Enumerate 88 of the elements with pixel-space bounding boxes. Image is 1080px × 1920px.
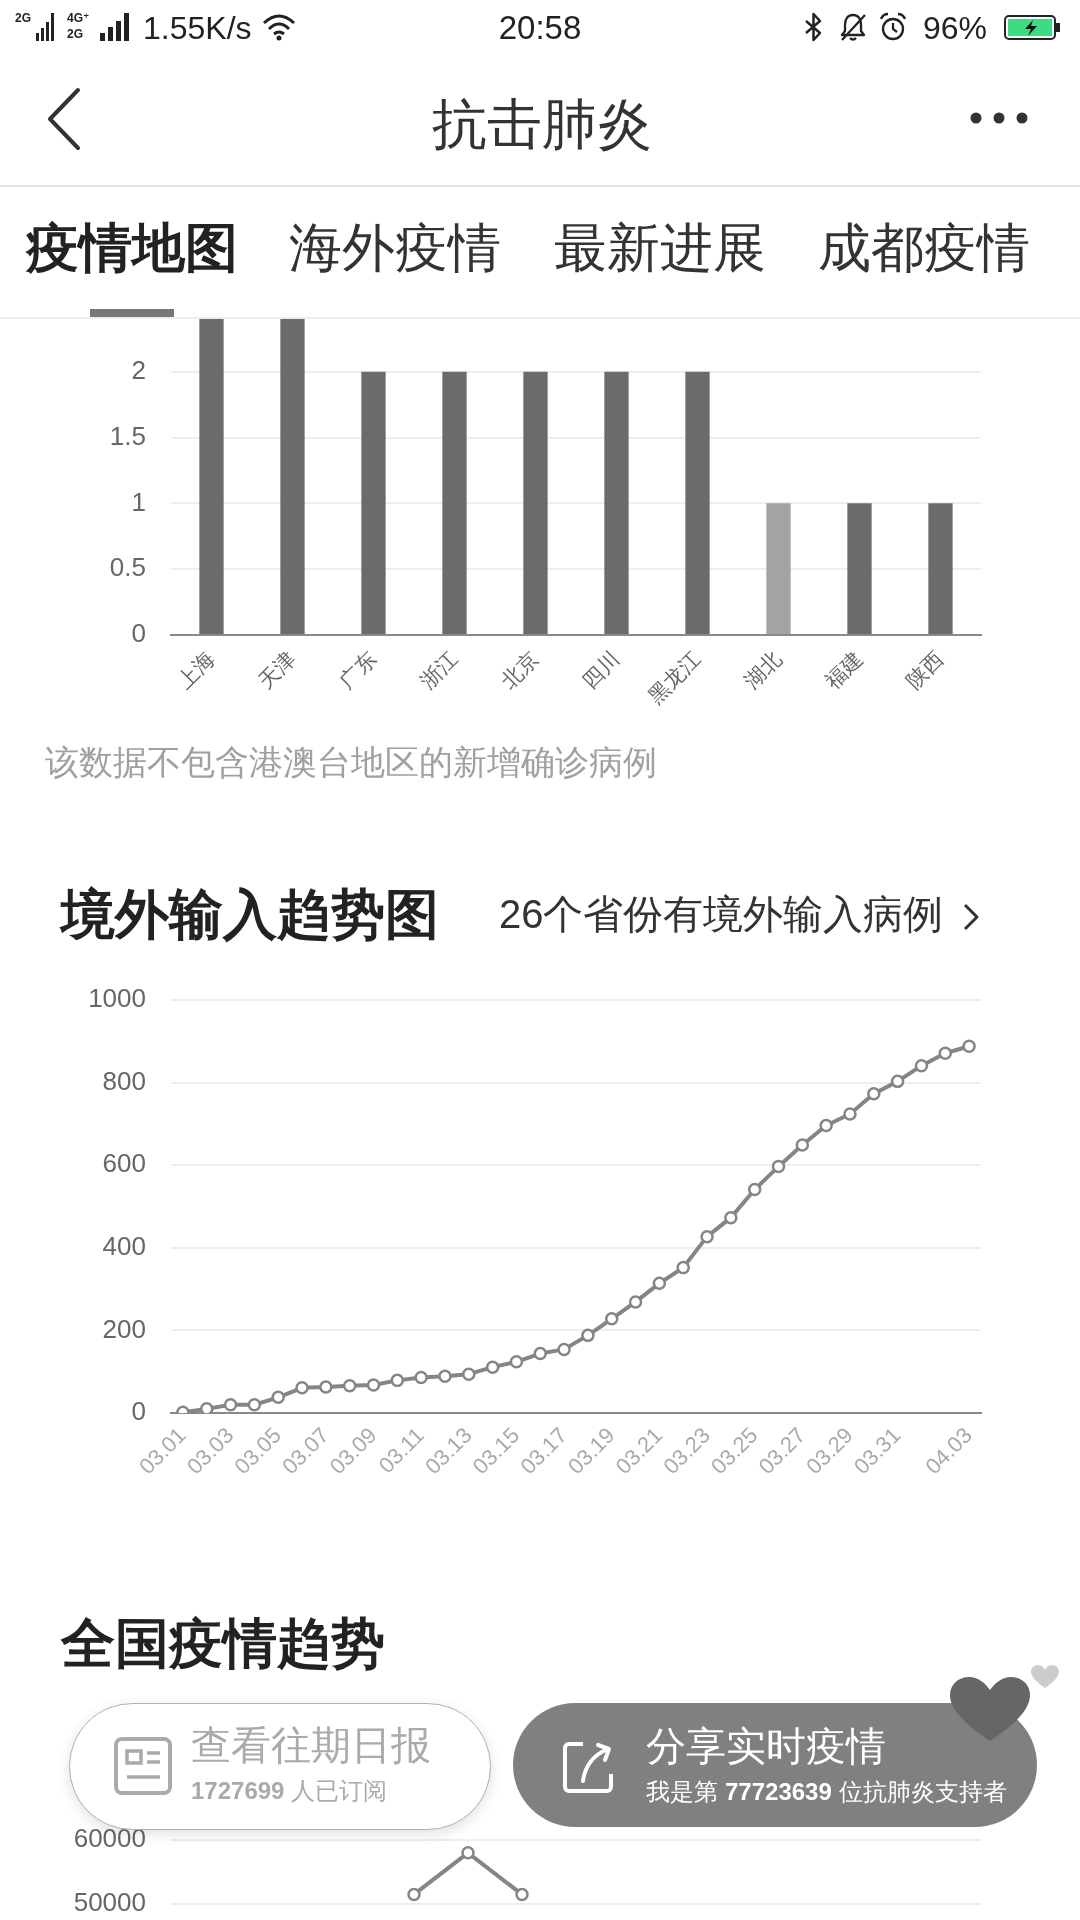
chart-subtitle: 26个省份有境外输入病例 [499,891,944,938]
point [295,1381,309,1395]
y-tick-label: 1 [131,486,146,517]
point [676,1260,690,1275]
chart-title: 全国疫情趋势 [61,1611,385,1675]
point [271,1390,285,1405]
bar [361,371,386,634]
text: 1.55K/s [143,8,252,48]
x-tick-label: 福建 [820,646,867,693]
x-tick-label: 四川 [577,646,624,693]
point [843,1107,857,1121]
text: 分享实时疫情 [646,1723,886,1770]
y-tick-label: 1.5 [109,420,146,451]
x-tick-label: 陕西 [901,646,948,693]
text: 1727699 [191,1776,285,1804]
point [890,1074,905,1089]
point [652,1276,667,1291]
point [485,1360,500,1374]
text: 2G [67,26,84,42]
x-tick-label: 湖北 [739,646,786,693]
point [867,1087,881,1101]
point [533,1346,548,1361]
point [319,1380,333,1394]
point [962,1039,976,1054]
point [795,1138,810,1152]
bar [604,371,629,634]
y-tick-label: 600 [102,1148,146,1179]
y-tick-label: 0 [131,1396,146,1427]
x-tick-label: 上海 [172,646,219,693]
text: 该数据不包含港澳台地区的新增确诊病例 [45,742,657,784]
x-tick-label: 黑龙江 [643,646,705,708]
x-tick-label: 浙江 [415,646,462,693]
point [914,1058,929,1073]
chart-title: 境外输入趋势图 [61,882,439,946]
point [247,1397,262,1412]
point [771,1159,786,1174]
text: 成都疫情 [818,217,1030,280]
y-tick-label: 60000 [73,1823,146,1854]
y-tick-label: 0.5 [109,552,146,583]
y-tick-label: 800 [102,1065,146,1096]
y-tick-label: 2 [131,354,146,385]
y-tick-label: 1000 [88,983,146,1014]
point [628,1295,643,1309]
point [581,1328,595,1343]
point [509,1355,524,1369]
bar [523,371,548,634]
text: 最新进展 [554,217,766,280]
point [462,1367,476,1381]
text: 77723639 [725,1777,832,1805]
text: 人已订阅 [291,1776,388,1804]
y-tick-label: 400 [102,1230,146,1261]
point [747,1182,762,1197]
x-tick-label: 天津 [253,646,300,693]
point [390,1373,405,1388]
text: 2G [15,10,32,26]
text: 96% [923,8,988,48]
bar [685,371,710,634]
bar [442,371,467,634]
point [414,1370,428,1385]
text: 抗击肺炎 [432,92,652,157]
point [938,1046,953,1061]
text: 海外疫情 [289,217,501,280]
bar [847,503,872,634]
y-tick-label: 200 [102,1313,146,1344]
text: 4G⁺ [67,10,90,26]
point [199,1402,214,1413]
point [366,1378,381,1392]
text: 查看往期日报 [191,1722,431,1769]
point [700,1229,714,1244]
x-tick-label: 广东 [334,646,381,693]
point [604,1312,619,1326]
point [438,1369,452,1383]
text: 疫情地图 [26,217,238,280]
point [724,1210,738,1225]
y-tick-label: 50000 [73,1887,146,1918]
text: 我是第 [646,1777,718,1805]
text: 20:58 [498,8,582,48]
bar [766,503,791,634]
bar [199,319,224,634]
bar [928,503,953,634]
x-tick-label: 北京 [496,646,543,693]
point [557,1342,571,1357]
point [819,1118,833,1133]
y-tick-label: 0 [131,618,146,649]
text: 位抗肺炎支持者 [838,1777,1007,1805]
point [223,1397,238,1412]
point [342,1378,357,1393]
bar [280,319,305,634]
